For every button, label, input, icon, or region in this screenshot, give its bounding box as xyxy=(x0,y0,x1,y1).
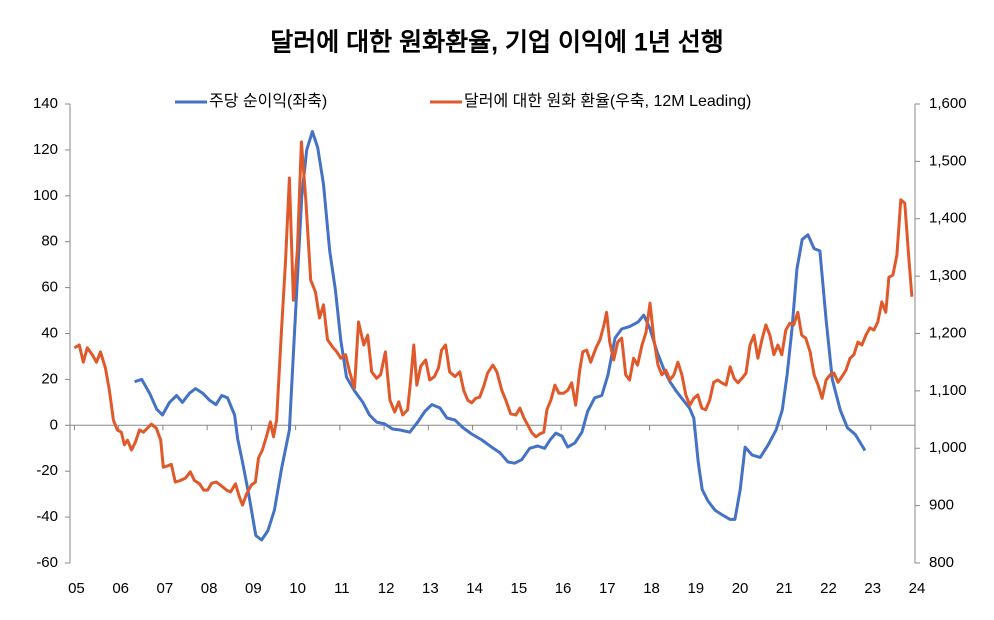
y-tick-label: 80 xyxy=(41,233,58,250)
x-tick-label: 18 xyxy=(643,580,660,597)
x-tick-label: 10 xyxy=(289,580,306,597)
x-tick-label: 08 xyxy=(201,580,218,597)
x-tick-label: 13 xyxy=(422,580,439,597)
x-tick-label: 09 xyxy=(245,580,262,597)
x-tick-label: 11 xyxy=(334,580,350,597)
y2-tick-label: 1,100 xyxy=(929,382,967,399)
x-tick-label: 12 xyxy=(378,580,395,597)
y-tick-label: -20 xyxy=(36,462,58,479)
legend-label: 달러에 대한 원화 환율(우축, 12M Leading) xyxy=(464,92,751,110)
x-tick-label: 16 xyxy=(555,580,572,597)
series-line xyxy=(134,130,867,542)
x-tick-label: 15 xyxy=(510,580,527,597)
x-tick-label: 19 xyxy=(687,580,704,597)
y-tick-label: 0 xyxy=(50,416,58,433)
y2-tick-label: 900 xyxy=(929,497,954,514)
x-tick-label: 22 xyxy=(820,580,837,597)
y-tick-label: 100 xyxy=(33,187,58,204)
x-tick-label: 23 xyxy=(864,580,881,597)
x-tick-label: 24 xyxy=(909,580,926,597)
y-tick-label: -40 xyxy=(36,508,58,525)
x-tick-label: 06 xyxy=(112,580,129,597)
chart-title: 달러에 대한 원화환율, 기업 이익에 1년 선행 xyxy=(270,29,724,57)
y2-tick-label: 1,200 xyxy=(929,324,967,341)
y-tick-label: 60 xyxy=(41,279,58,296)
y2-tick-label: 1,600 xyxy=(929,95,967,112)
x-tick-label: 20 xyxy=(732,580,749,597)
x-tick-label: 21 xyxy=(776,580,793,597)
y2-tick-label: 1,500 xyxy=(929,152,967,169)
y-tick-label: 120 xyxy=(33,141,58,158)
y-tick-label: 20 xyxy=(41,370,58,387)
y-tick-label: -60 xyxy=(36,554,58,571)
y2-tick-label: 800 xyxy=(929,554,954,571)
y2-tick-label: 1,300 xyxy=(929,267,967,284)
y-tick-label: 40 xyxy=(41,324,58,341)
x-tick-label: 17 xyxy=(599,580,616,597)
legend-label: 주당 순이익(좌축) xyxy=(209,92,327,110)
y2-tick-label: 1,000 xyxy=(929,439,967,456)
y2-tick-label: 1,400 xyxy=(929,210,967,227)
x-tick-label: 14 xyxy=(466,580,483,597)
x-tick-label: 07 xyxy=(157,580,174,597)
series-line xyxy=(73,140,914,507)
y-tick-label: 140 xyxy=(33,95,58,112)
x-tick-label: 05 xyxy=(68,580,85,597)
